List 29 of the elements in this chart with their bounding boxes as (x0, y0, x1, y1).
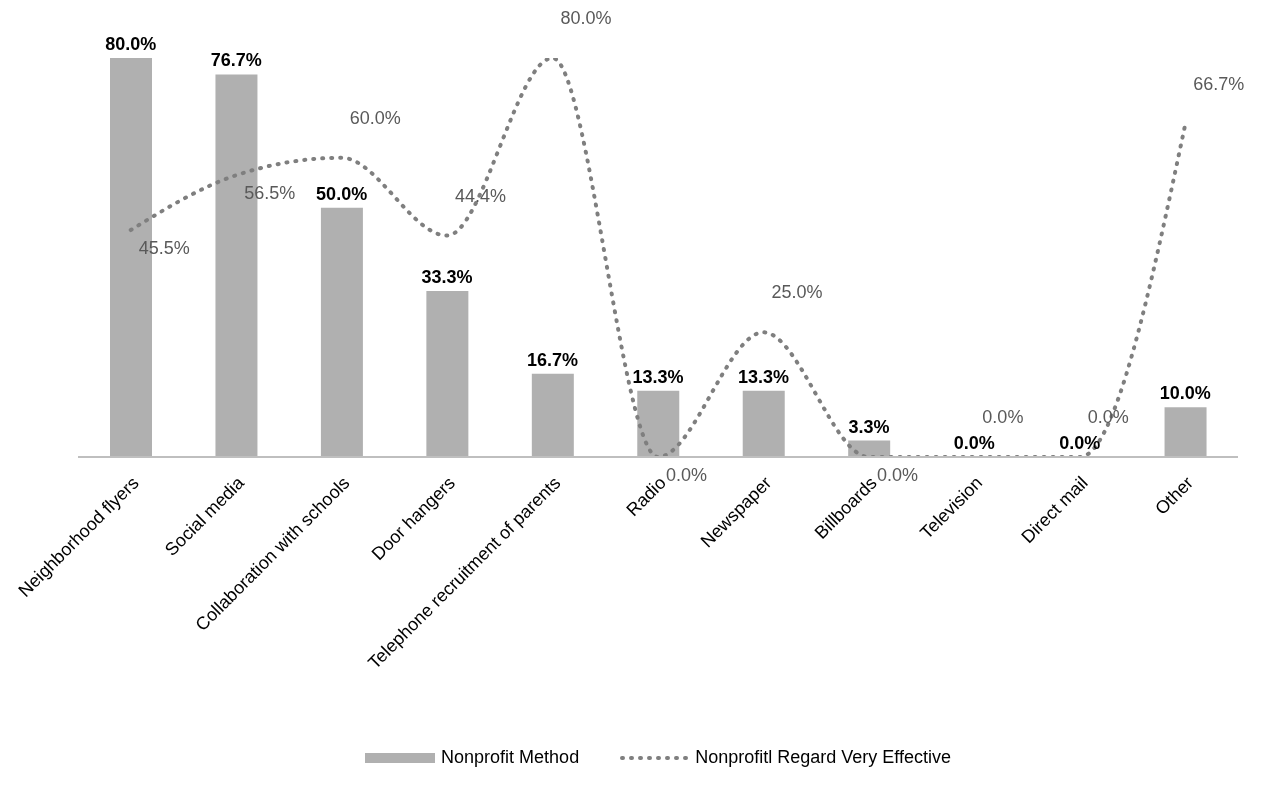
data-label: 80.0% (105, 34, 157, 54)
data-label: 13.3% (737, 366, 789, 387)
data-label: 33.3% (421, 266, 473, 287)
legend-label: Nonprofit Method (441, 747, 580, 768)
bar (320, 207, 363, 457)
data-label: 66.7% (1193, 74, 1245, 95)
data-label: 50.0% (316, 183, 368, 204)
bar (1164, 407, 1207, 457)
bar (742, 390, 785, 457)
bar (531, 373, 574, 457)
bar (426, 290, 469, 457)
data-label: 0.0% (953, 433, 995, 453)
data-label: 44.4% (455, 185, 507, 206)
legend-label: Nonprofitl Regard Very Effective (695, 747, 951, 768)
data-label: 76.7% (210, 50, 262, 71)
data-label: 16.7% (527, 349, 579, 370)
bar (637, 390, 680, 457)
data-label: 13.3% (632, 366, 684, 387)
data-label: 0.0% (876, 465, 918, 485)
data-label: 60.0% (349, 107, 401, 128)
data-label: 56.5% (244, 183, 296, 204)
data-label: 3.3% (848, 416, 890, 437)
data-label: 45.5% (138, 238, 190, 259)
data-label: 0.0% (1059, 433, 1101, 453)
data-label: 25.0% (771, 282, 823, 303)
data-label: 0.0% (982, 407, 1024, 427)
data-label: 80.0% (560, 8, 612, 28)
data-label: 0.0% (1087, 407, 1129, 427)
data-label: 10.0% (1159, 383, 1211, 404)
